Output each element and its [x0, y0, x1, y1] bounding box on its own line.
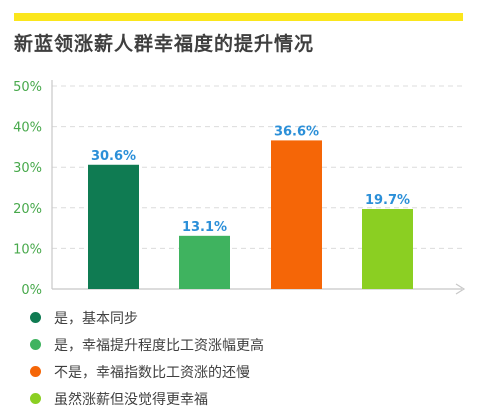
legend-entry: 虽然涨薪但没觉得更幸福: [30, 385, 264, 412]
bar: [179, 235, 230, 289]
title-accent-bar: [14, 13, 463, 21]
bar-value-label: 36.6%: [274, 124, 319, 139]
y-tick-label: 40%: [13, 121, 42, 136]
y-tick-label: 30%: [13, 161, 42, 176]
y-tick-label: 50%: [13, 80, 42, 95]
bar-value-label: 19.7%: [365, 193, 410, 208]
x-axis-arrow: [455, 283, 466, 295]
legend-entry: 不是，幸福指数比工资涨的还慢: [30, 358, 264, 385]
legend-label: 是，幸福提升程度比工资涨幅更高: [54, 337, 264, 354]
legend-entry: 是，幸福提升程度比工资涨幅更高: [30, 331, 264, 358]
legend-entry: 是，基本同步: [30, 304, 264, 331]
legend-label: 是，基本同步: [54, 310, 138, 327]
data-labels: 30.6% 13.1% 36.6% 19.7%: [91, 124, 410, 234]
legend-label: 虽然涨薪但没觉得更幸福: [54, 391, 208, 408]
y-tick-label: 0%: [21, 283, 42, 298]
legend-swatch: [30, 393, 41, 404]
bar: [362, 209, 413, 289]
bar-value-label: 30.6%: [91, 149, 136, 164]
legend-swatch: [30, 339, 41, 350]
legend: 是，基本同步是，幸福提升程度比工资涨幅更高 不是，幸福指数比工资涨的还慢 虽然涨薪但…: [30, 304, 264, 412]
chart-title: 新蓝领涨薪人群幸福度的提升情况: [14, 33, 315, 55]
y-axis-ticks: 0% 10% 20% 30% 40% 50%: [13, 80, 42, 298]
y-tick-label: 20%: [13, 202, 42, 217]
bar-value-label: 13.1%: [182, 220, 227, 235]
bar-chart: 0% 10% 20% 30% 40% 50% 30.6% 13.1% 36.6% 19.7%: [13, 80, 466, 298]
legend-swatch: [30, 366, 41, 377]
legend-label: 不是，幸福指数比工资涨的还慢: [54, 364, 250, 381]
bar: [88, 164, 139, 289]
y-tick-label: 10%: [13, 242, 42, 257]
bars: [88, 140, 413, 289]
legend-swatch: [30, 312, 41, 323]
bar: [271, 140, 322, 289]
